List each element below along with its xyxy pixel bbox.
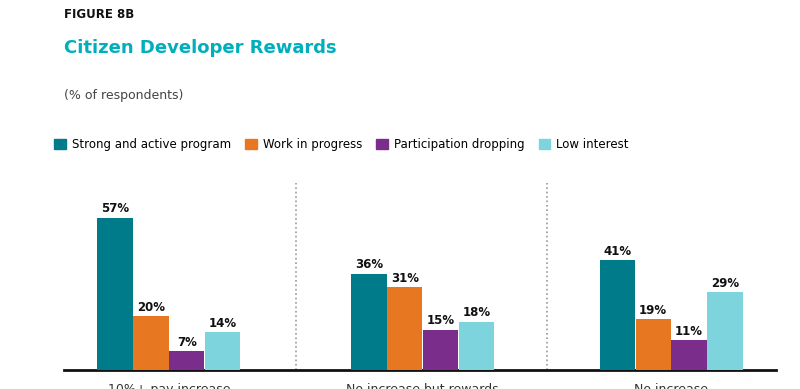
Bar xyxy=(170,351,204,370)
Text: (% of respondents): (% of respondents) xyxy=(64,89,183,102)
Bar xyxy=(351,273,386,370)
Text: 19%: 19% xyxy=(639,304,667,317)
Bar xyxy=(98,217,133,370)
Text: 18%: 18% xyxy=(462,307,490,319)
Bar xyxy=(707,292,742,370)
Bar xyxy=(459,322,494,370)
Text: 36%: 36% xyxy=(355,258,383,272)
Text: 14%: 14% xyxy=(209,317,237,330)
Bar xyxy=(423,329,458,370)
Text: 15%: 15% xyxy=(426,314,454,328)
Text: 11%: 11% xyxy=(675,325,703,338)
Text: 20%: 20% xyxy=(137,301,165,314)
Bar xyxy=(600,260,635,370)
Text: 29%: 29% xyxy=(711,277,739,290)
Text: 31%: 31% xyxy=(391,272,419,285)
Bar xyxy=(387,287,422,370)
Text: FIGURE 8B: FIGURE 8B xyxy=(64,8,134,21)
Text: 57%: 57% xyxy=(101,202,129,216)
Text: 7%: 7% xyxy=(177,336,197,349)
Bar xyxy=(134,316,169,370)
Legend: Strong and active program, Work in progress, Participation dropping, Low interes: Strong and active program, Work in progr… xyxy=(54,138,629,151)
Text: Citizen Developer Rewards: Citizen Developer Rewards xyxy=(64,39,337,57)
Text: 41%: 41% xyxy=(603,245,631,258)
Bar xyxy=(671,340,706,370)
Bar xyxy=(205,332,240,370)
Bar xyxy=(636,319,670,370)
